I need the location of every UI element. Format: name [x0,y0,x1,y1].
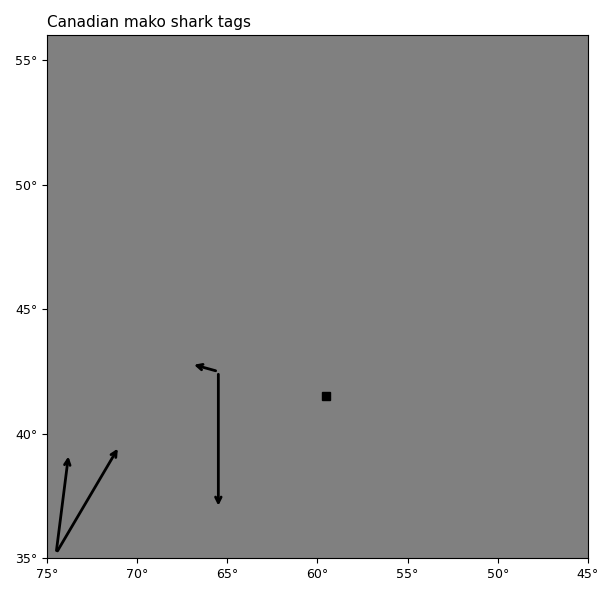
Text: Canadian mako shark tags: Canadian mako shark tags [47,15,251,30]
